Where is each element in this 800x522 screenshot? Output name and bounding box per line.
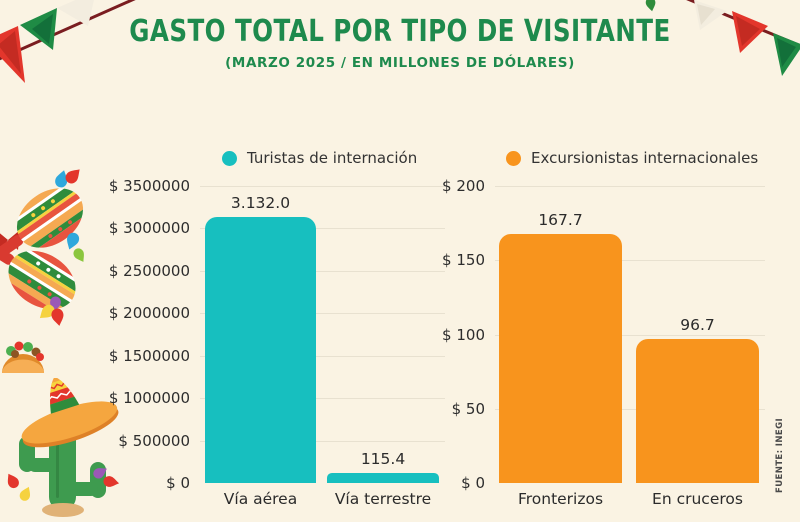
gridline [200, 186, 445, 187]
gridline [200, 440, 445, 442]
legend-turistas: Turistas de internación [222, 149, 417, 167]
bar-fronterizos [499, 233, 622, 483]
bar-value-label: 167.7 [538, 210, 583, 229]
plot-area-excursionistas: $ 0 $ 50 $ 100 $ 150 $ 200 167.7 Fronterizos 96… [442, 177, 765, 508]
page-title: GASTO TOTAL POR TIPO DE VISITANTE [129, 14, 671, 49]
source-label: FUENTE: INEGI [775, 417, 785, 493]
y-axis-tick-label: $ 0 [166, 474, 190, 492]
gridline [495, 186, 765, 187]
y-axis-tick-label: $ 100 [442, 325, 485, 344]
y-axis-tick-label: $ 500000 [118, 431, 190, 450]
gridline [495, 408, 765, 410]
y-axis-tick-label: $ 200 [442, 177, 485, 195]
bar-value-label: 96.7 [680, 316, 715, 335]
bar-vía-terrestre [327, 473, 439, 483]
y-axis-tick-label: $ 3500000 [108, 177, 190, 195]
gridline [200, 355, 445, 357]
bar-vía-aérea [205, 217, 316, 483]
x-axis-category-label: Vía terrestre [334, 490, 432, 508]
taco-icon [2, 341, 45, 373]
y-axis-tick-label: $ 2000000 [108, 304, 190, 323]
gridline [200, 398, 445, 400]
bar-en-cruceros [636, 339, 759, 483]
gridline [200, 313, 445, 315]
y-axis-tick-label: $ 1500000 [108, 346, 190, 365]
x-axis-category-label: Vía aérea [223, 490, 298, 508]
maracas-icon [0, 165, 95, 327]
legend-excursionistas: Excursionistas internacionales [506, 149, 758, 167]
y-axis-tick-label: $ 2500000 [108, 261, 190, 280]
page-subtitle: (MARZO 2025 / EN MILLONES DE DÓLARES) [225, 55, 575, 71]
gridline [495, 260, 765, 262]
confetti-icon [644, 0, 657, 13]
gridline [495, 334, 765, 336]
x-axis-category-label: Fronterizos [517, 490, 604, 508]
gridline [200, 228, 445, 230]
y-axis-tick-label: $ 150 [442, 251, 485, 270]
papel-picado-banner-left-icon [0, 0, 136, 83]
plot-area-turistas: $ 0 $ 500000 $ 1000000 $ 1500000 $ 2000000 $ … [109, 177, 445, 508]
bar-value-label: 115.4 [360, 450, 406, 469]
y-axis-tick-label: $ 0 [461, 474, 485, 492]
y-axis-tick-label: $ 1000000 [108, 389, 190, 408]
legend-dot-orange-icon [506, 150, 521, 166]
legend-label: Excursionistas internacionales [531, 149, 759, 167]
x-axis-category-label: En cruceros [652, 490, 743, 508]
y-axis-tick-label: $ 50 [451, 399, 485, 418]
y-axis-tick-label: $ 3000000 [108, 219, 190, 238]
papel-picado-banner-right-icon [686, 0, 800, 76]
bar-value-label: 3.132.0 [230, 194, 291, 213]
sombrero-cactus-icon [3, 378, 121, 517]
legend-dot-teal-icon [222, 150, 237, 166]
gridline [200, 270, 445, 272]
legend-label: Turistas de internación [247, 149, 418, 167]
